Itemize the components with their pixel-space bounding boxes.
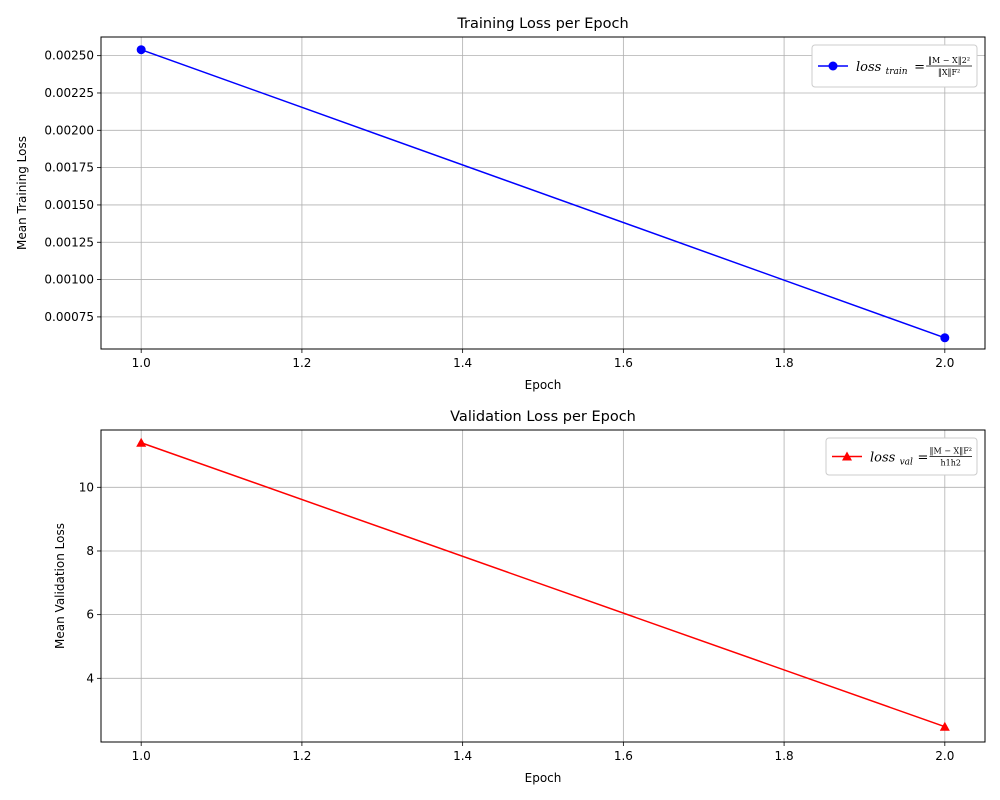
x-tick-label: 1.2 — [292, 749, 311, 763]
data-point — [136, 437, 147, 447]
legend-denominator: h1h2 — [941, 459, 961, 468]
legend-equals: = — [914, 60, 925, 75]
legend-equals: = — [918, 451, 929, 466]
y-tick-label: 8 — [86, 544, 94, 558]
y-tick-label: 4 — [86, 671, 94, 685]
grid — [101, 430, 985, 742]
x-tick-label: 1.4 — [453, 356, 472, 370]
legend-denominator: ‖X‖F² — [938, 68, 960, 77]
data-point — [939, 721, 950, 731]
chart-1: 1.0 1.2 1.4 1.6 1.8 2.0 0.00075 0.00100 0.00125 0… — [15, 16, 986, 392]
x-tick-label: 1.0 — [132, 749, 151, 763]
legend: loss val = ‖M − X‖F² h1h2 — [825, 437, 978, 476]
legend-label-main: loss — [870, 451, 896, 466]
x-tick-label: 1.0 — [132, 356, 151, 370]
legend-marker — [828, 61, 838, 71]
x-tick-label: 1.6 — [614, 356, 633, 370]
legend-numerator: ‖M − X‖2² — [928, 56, 970, 65]
legend-box — [811, 44, 978, 88]
x-axis-label: Epoch — [525, 771, 562, 785]
chart-2: 1.0 1.2 1.4 1.6 1.8 2.0 4 6 8 10 Validation Loss p… — [53, 409, 986, 785]
y-axis-label: Mean Training Loss — [15, 136, 29, 250]
x-tick-label: 1.2 — [292, 356, 311, 370]
plot-frame — [100, 36, 986, 350]
y-tick-label: 0.00175 — [44, 161, 94, 175]
legend-box — [825, 437, 978, 476]
y-tick-label: 10 — [79, 480, 94, 494]
plot-frame — [100, 429, 986, 743]
x-tick-label: 2.0 — [935, 749, 954, 763]
y-tick-label: 0.00125 — [44, 235, 94, 249]
chart-title: Validation Loss per Epoch — [450, 409, 636, 425]
x-tick-label: 2.0 — [935, 356, 954, 370]
y-tick-label: 0.00150 — [44, 198, 94, 212]
data-point — [940, 333, 950, 343]
x-tick-label: 1.8 — [775, 749, 794, 763]
legend-numerator: ‖M − X‖F² — [930, 447, 972, 456]
y-tick-label: 6 — [86, 608, 94, 622]
chart-title: Training Loss per Epoch — [456, 16, 628, 32]
x-tick-label: 1.8 — [775, 356, 794, 370]
series-line-1 — [140, 442, 946, 728]
legend: loss train = ‖M − X‖2² ‖X‖F² — [811, 44, 978, 88]
x-tick-label: 1.4 — [453, 749, 472, 763]
legend-label-subscript: train — [886, 67, 908, 77]
legend-marker — [842, 451, 852, 461]
y-axis-label: Mean Validation Loss — [53, 523, 67, 649]
y-tick-label: 0.00250 — [44, 49, 94, 63]
series-line-1 — [140, 48, 946, 339]
legend-label-subscript: val — [900, 458, 913, 468]
legend-label-main: loss — [856, 60, 882, 75]
x-tick-label: 1.6 — [614, 749, 633, 763]
y-tick-label: 0.00100 — [44, 273, 94, 287]
y-tick-label: 0.00225 — [44, 86, 94, 100]
data-point — [136, 45, 146, 55]
x-axis-label: Epoch — [525, 378, 562, 392]
y-tick-label: 0.00075 — [44, 310, 94, 324]
y-tick-label: 0.00200 — [44, 123, 94, 137]
